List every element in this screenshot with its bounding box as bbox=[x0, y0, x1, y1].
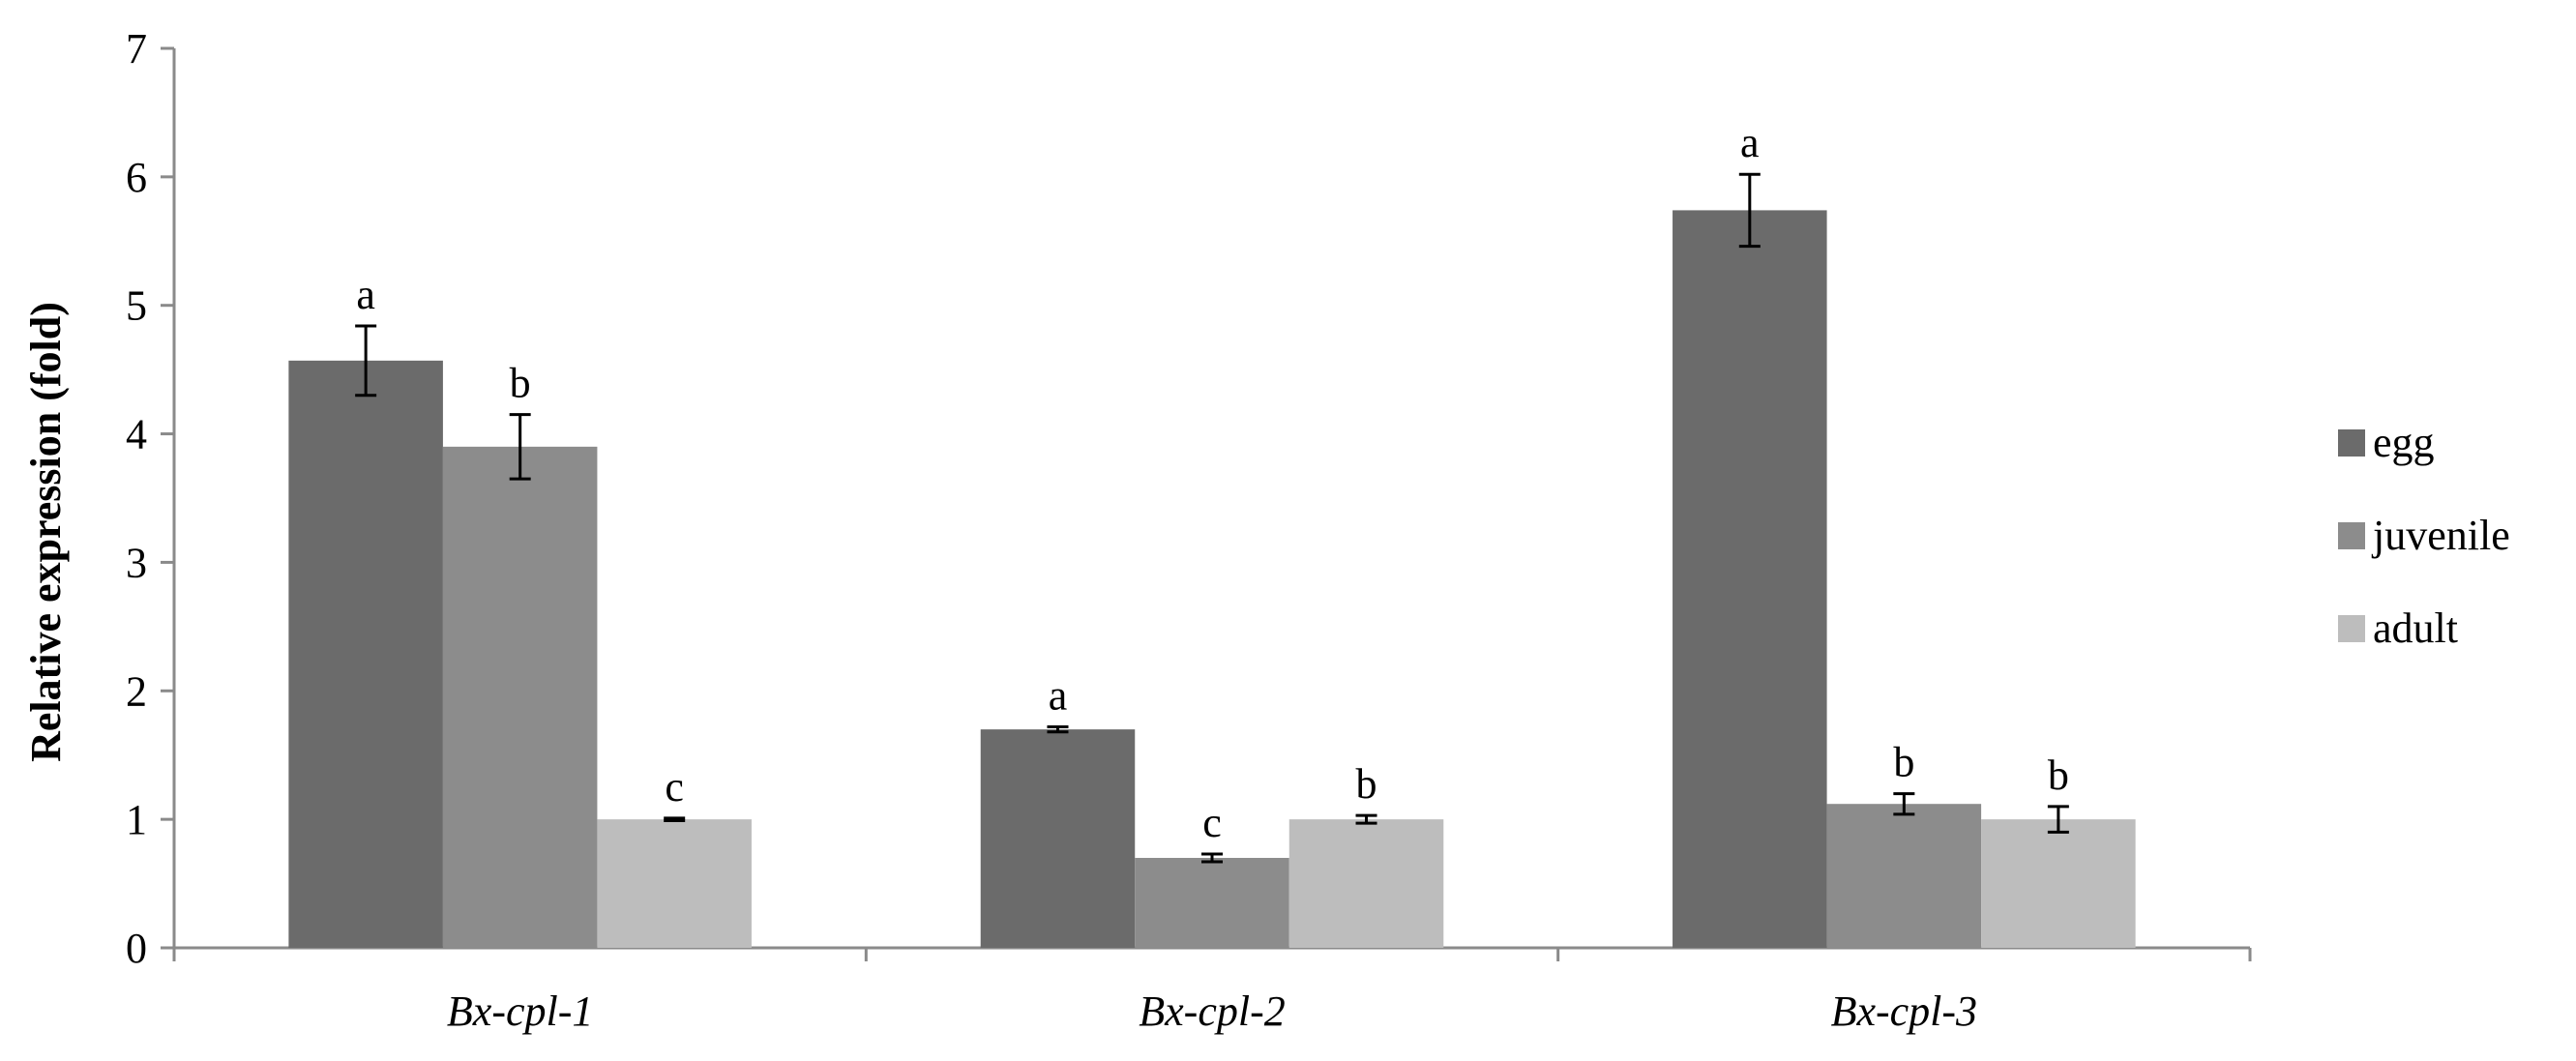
x-category-label: Bx-cpl-1 bbox=[447, 987, 593, 1035]
significance-letter: b bbox=[2048, 752, 2069, 799]
legend-label: adult bbox=[2373, 604, 2458, 652]
significance-letter: b bbox=[510, 360, 531, 407]
bar-adult bbox=[1288, 819, 1444, 948]
bar-juvenile bbox=[1826, 804, 1982, 948]
bar-adult bbox=[597, 819, 752, 948]
significance-letter: a bbox=[1740, 119, 1760, 166]
legend-swatch-juvenile bbox=[2338, 522, 2365, 549]
bar-juvenile bbox=[1135, 858, 1289, 948]
x-category-label: Bx-cpl-2 bbox=[1139, 987, 1285, 1035]
y-tick-label: 2 bbox=[126, 667, 147, 715]
bar-egg bbox=[288, 360, 443, 948]
bar-egg bbox=[980, 729, 1136, 948]
y-tick-label: 3 bbox=[126, 539, 147, 586]
legend-label: egg bbox=[2373, 419, 2435, 466]
y-tick-label: 7 bbox=[126, 25, 147, 73]
y-tick-label: 4 bbox=[126, 411, 147, 458]
y-tick-label: 6 bbox=[126, 154, 147, 201]
y-tick-label: 1 bbox=[126, 796, 147, 843]
significance-letter: b bbox=[1356, 760, 1377, 808]
bar-juvenile bbox=[442, 446, 598, 948]
legend-label: juvenile bbox=[2371, 512, 2510, 559]
significance-letter: c bbox=[665, 763, 684, 810]
significance-letter: a bbox=[356, 271, 375, 318]
legend: egg juvenile adult bbox=[2338, 419, 2510, 652]
bar-egg bbox=[1673, 210, 1827, 948]
bars-group: a b c a c b a b b bbox=[288, 119, 2136, 948]
significance-letter: c bbox=[1202, 799, 1222, 846]
x-category-label: Bx-cpl-3 bbox=[1831, 987, 1977, 1035]
y-tick-label: 0 bbox=[126, 925, 147, 972]
significance-letter: a bbox=[1049, 671, 1068, 719]
bar-adult bbox=[1981, 819, 2136, 948]
legend-swatch-egg bbox=[2338, 429, 2365, 457]
significance-letter: b bbox=[1893, 739, 1914, 786]
y-axis-title: Relative expression (fold) bbox=[22, 302, 70, 762]
y-tick-label: 5 bbox=[126, 282, 147, 330]
legend-swatch-adult bbox=[2338, 615, 2365, 642]
